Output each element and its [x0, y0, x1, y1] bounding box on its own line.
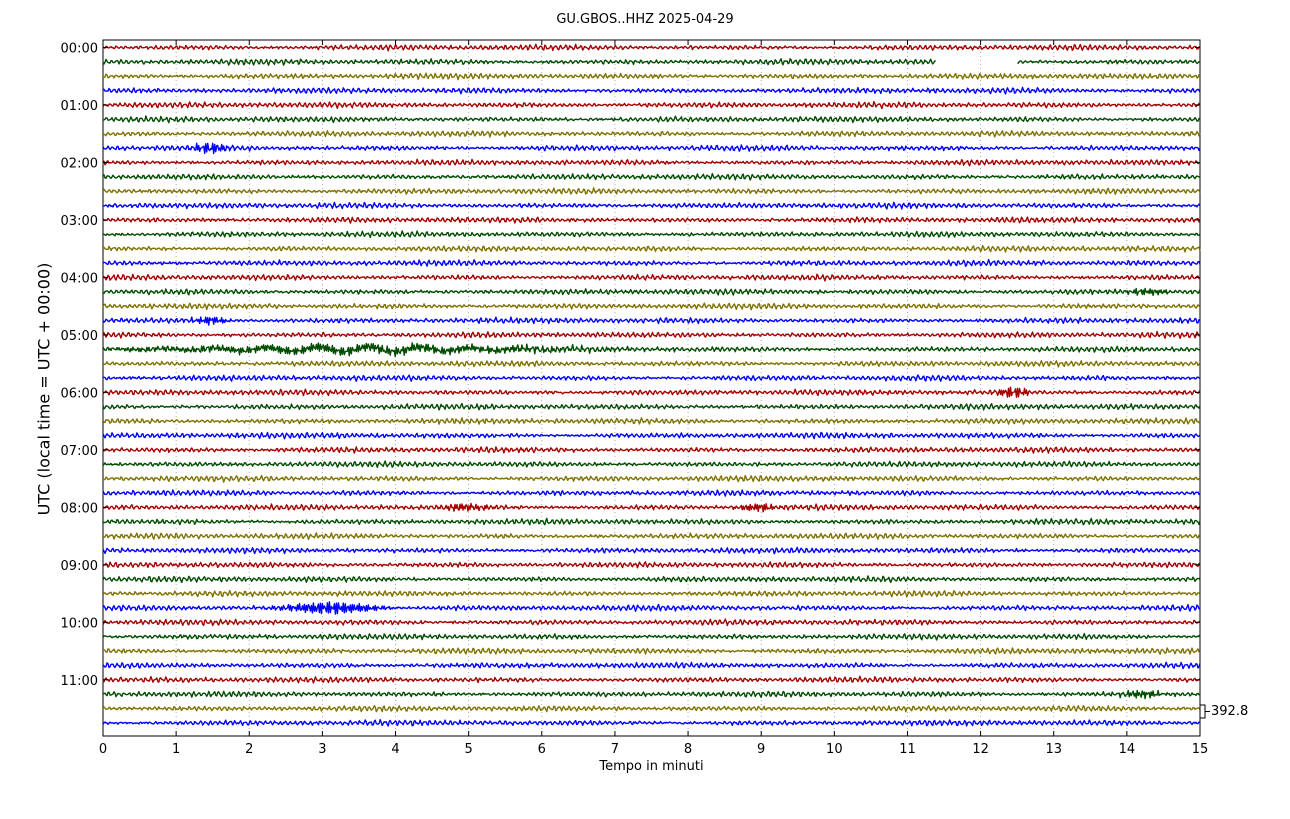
trace-47	[102, 719, 1201, 727]
trace-12	[102, 216, 1201, 224]
x-axis-ticks: 0 1 2 3 4 5 6 7 8 9 10 11 12 13 14 15	[99, 40, 1208, 757]
y-tick-label-1: 01:00	[61, 99, 98, 114]
trace-11	[102, 201, 1201, 210]
y-tick-label-8: 08:00	[61, 501, 98, 516]
trace-28	[102, 446, 1201, 454]
y-tick-label-10: 10:00	[61, 616, 98, 631]
x-tick-label-2: 2	[245, 742, 253, 757]
trace-3	[102, 86, 1201, 95]
trace-19	[102, 316, 1201, 326]
trace-43	[102, 661, 1201, 670]
trace-15	[102, 258, 1201, 267]
seismic-traces	[102, 43, 1201, 727]
y-axis-label: UTC (local time = UTC + 00:00)	[34, 262, 54, 516]
x-tick-label-9: 9	[757, 742, 765, 757]
trace-21	[102, 342, 1201, 358]
trace-23	[102, 374, 1201, 382]
trace-25	[102, 402, 1201, 411]
trace-40	[102, 618, 1201, 627]
trace-1-part-1	[1017, 58, 1201, 65]
trace-46	[102, 704, 1201, 713]
scale-bar	[1199, 704, 1206, 719]
x-tick-label-3: 3	[318, 742, 326, 757]
trace-16	[102, 273, 1201, 282]
trace-33	[102, 517, 1201, 526]
x-tick-label-11: 11	[899, 742, 916, 757]
trace-5	[102, 115, 1201, 124]
y-tick-label-2: 02:00	[61, 156, 98, 171]
chart-title: GU.GBOS..HHZ 2025-04-29	[556, 12, 734, 27]
trace-39	[102, 601, 1201, 615]
trace-30	[102, 474, 1201, 483]
x-tick-label-5: 5	[465, 742, 473, 757]
y-tick-label-4: 04:00	[61, 271, 98, 286]
trace-7	[102, 142, 1201, 155]
trace-0	[102, 43, 1201, 52]
trace-4	[102, 100, 1201, 110]
x-tick-label-4: 4	[391, 742, 399, 757]
trace-26	[102, 417, 1201, 425]
trace-36	[102, 561, 1201, 569]
trace-44	[102, 675, 1201, 684]
trace-35	[102, 546, 1201, 555]
x-tick-label-13: 13	[1045, 742, 1062, 757]
trace-17	[102, 287, 1201, 297]
y-tick-label-7: 07:00	[61, 444, 98, 459]
plot-frame	[102, 39, 1201, 737]
x-tick-label-7: 7	[611, 742, 619, 757]
y-tick-label-0: 00:00	[61, 42, 98, 57]
x-tick-label-14: 14	[1119, 742, 1136, 757]
y-tick-label-6: 06:00	[61, 386, 98, 401]
trace-38	[102, 589, 1201, 598]
x-tick-label-12: 12	[972, 742, 989, 757]
trace-24	[102, 386, 1201, 398]
trace-18	[102, 302, 1201, 311]
x-tick-label-0: 0	[99, 742, 107, 757]
trace-2	[102, 72, 1201, 81]
trace-6	[102, 129, 1201, 138]
trace-42	[102, 647, 1201, 655]
y-tick-label-11: 11:00	[61, 674, 98, 689]
x-tick-label-15: 15	[1192, 742, 1209, 757]
trace-41	[102, 632, 1201, 641]
trace-9	[102, 172, 1201, 181]
y-tick-label-3: 03:00	[61, 214, 98, 229]
minute-grid	[175, 40, 1128, 736]
trace-45	[102, 689, 1201, 700]
trace-29	[102, 460, 1201, 468]
x-tick-label-1: 1	[172, 742, 180, 757]
trace-20	[102, 330, 1201, 339]
x-tick-label-6: 6	[538, 742, 546, 757]
x-tick-label-10: 10	[826, 742, 843, 757]
amplitude-scale-bar	[1199, 704, 1210, 719]
trace-14	[102, 244, 1201, 253]
trace-10	[102, 187, 1201, 196]
x-tick-label-8: 8	[684, 742, 692, 757]
trace-22	[102, 360, 1201, 368]
y-tick-label-5: 05:00	[61, 329, 98, 344]
y-axis-ticks: 00:00 01:00 02:00 03:00 04:00 05:00 06:00 07:00…	[61, 42, 1200, 689]
trace-27	[102, 431, 1201, 440]
trace-31	[102, 489, 1201, 497]
y-tick-label-9: 09:00	[61, 559, 98, 574]
x-axis-label: Tempo in minuti	[599, 759, 704, 774]
trace-13	[102, 230, 1201, 239]
trace-32	[102, 502, 1201, 513]
trace-1-part-0	[102, 58, 936, 66]
trace-37	[102, 575, 1201, 584]
trace-34	[102, 532, 1201, 540]
scale-value-label: 392.8	[1211, 704, 1249, 719]
trace-8	[102, 158, 1201, 167]
